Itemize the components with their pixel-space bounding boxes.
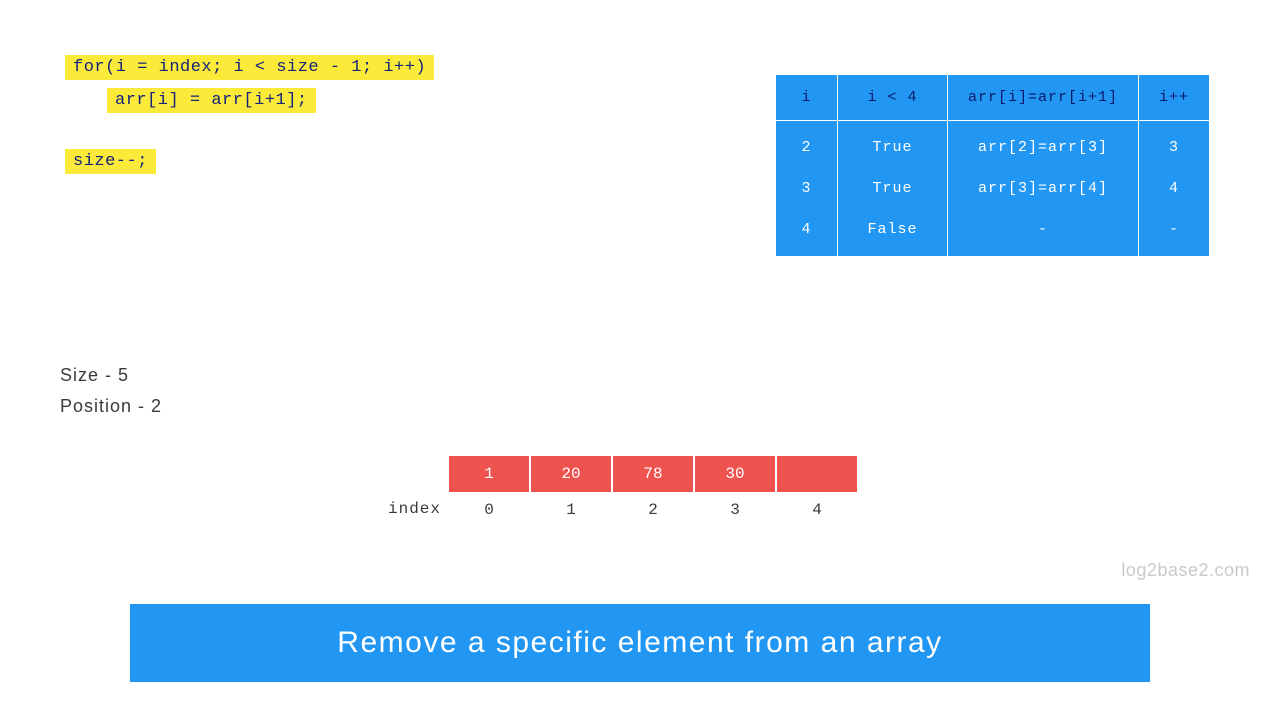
array-cell: 30: [694, 455, 776, 493]
trace-body: 2Truearr[2]=arr[3]33Truearr[3]=arr[4]44F…: [775, 121, 1209, 257]
code-line-0: for(i = index; i < size - 1; i++): [65, 55, 434, 80]
trace-col-cond: i < 4: [837, 75, 947, 121]
index-cell: 4: [776, 501, 858, 519]
code-line-1: arr[i] = arr[i+1];: [107, 88, 316, 113]
trace-cell: 3: [775, 168, 837, 209]
trace-cell: True: [837, 168, 947, 209]
trace-header-row: i i < 4 arr[i]=arr[i+1] i++: [775, 75, 1209, 121]
trace-cell: -: [1138, 209, 1209, 257]
trace-col-assign: arr[i]=arr[i+1]: [947, 75, 1138, 121]
code-block: for(i = index; i < size - 1; i++) arr[i]…: [65, 55, 434, 182]
size-label: Size - 5: [60, 365, 162, 386]
watermark: log2base2.com: [1121, 560, 1250, 581]
index-cell: 2: [612, 501, 694, 519]
array-cell: 20: [530, 455, 612, 493]
position-label: Position - 2: [60, 396, 162, 417]
index-cell: 0: [448, 501, 530, 519]
title-banner: Remove a specific element from an array: [130, 604, 1150, 682]
trace-cell: arr[3]=arr[4]: [947, 168, 1138, 209]
index-row: 01234: [448, 501, 858, 519]
trace-col-inc: i++: [1138, 75, 1209, 121]
index-cell: 3: [694, 501, 776, 519]
array-visualization: 1207830 01234: [388, 455, 858, 519]
trace-row: 3Truearr[3]=arr[4]4: [775, 168, 1209, 209]
trace-row: 2Truearr[2]=arr[3]3: [775, 121, 1209, 169]
trace-cell: 3: [1138, 121, 1209, 169]
array-row: 1207830: [448, 455, 858, 493]
trace-cell: 4: [775, 209, 837, 257]
trace-row: 4False--: [775, 209, 1209, 257]
code-line-2: size--;: [65, 149, 156, 174]
array-cell: 78: [612, 455, 694, 493]
trace-cell: True: [837, 121, 947, 169]
trace-cell: 4: [1138, 168, 1209, 209]
info-block: Size - 5 Position - 2: [60, 365, 162, 427]
trace-cell: 2: [775, 121, 837, 169]
array-cell: 1: [448, 455, 530, 493]
trace-cell: arr[2]=arr[3]: [947, 121, 1138, 169]
trace-cell: -: [947, 209, 1138, 257]
array-cell: [776, 455, 858, 493]
trace-cell: False: [837, 209, 947, 257]
trace-col-i: i: [775, 75, 837, 121]
trace-table: i i < 4 arr[i]=arr[i+1] i++ 2Truearr[2]=…: [775, 74, 1210, 257]
index-cell: 1: [530, 501, 612, 519]
